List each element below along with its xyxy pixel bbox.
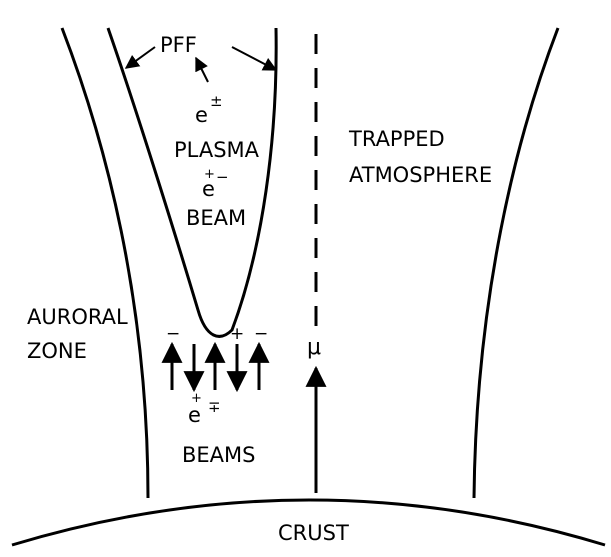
pff-label: PFF <box>160 33 197 57</box>
pff-arrow-left <box>124 46 156 69</box>
e-beam-plus: + <box>204 167 215 182</box>
beam-sign-3: − <box>254 324 268 344</box>
e-beam-label: e <box>202 177 215 201</box>
crust-surface <box>11 498 606 547</box>
mu-label: μ <box>307 335 321 360</box>
e-beams-plus: + <box>191 391 202 406</box>
pff-arrow-down <box>195 56 209 83</box>
e-beam-minus: − <box>216 168 229 186</box>
atmosphere-label: ATMOSPHERE <box>349 163 492 187</box>
e-beams-sign: ∓ <box>208 398 221 416</box>
e-pm-superscript: ± <box>210 92 223 110</box>
plasma-label: PLASMA <box>174 138 260 162</box>
beam-label: BEAM <box>186 206 246 230</box>
left-open-field-boundary <box>60 27 150 499</box>
beams-label: BEAMS <box>182 443 256 467</box>
e-beams-label: e <box>188 403 201 427</box>
zone-label: ZONE <box>27 339 87 363</box>
beam-sign-2: + <box>230 324 244 344</box>
trapped-label: TRAPPED <box>348 127 445 151</box>
beam-sign-1: − <box>166 324 180 344</box>
crust-label: CRUST <box>278 521 349 545</box>
right-open-field-boundary <box>472 27 560 499</box>
auroral-label: AURORAL <box>27 305 128 329</box>
pair-formation-front <box>106 27 278 338</box>
e-pm-label: e <box>195 103 208 127</box>
pff-arrow-right <box>231 46 278 71</box>
